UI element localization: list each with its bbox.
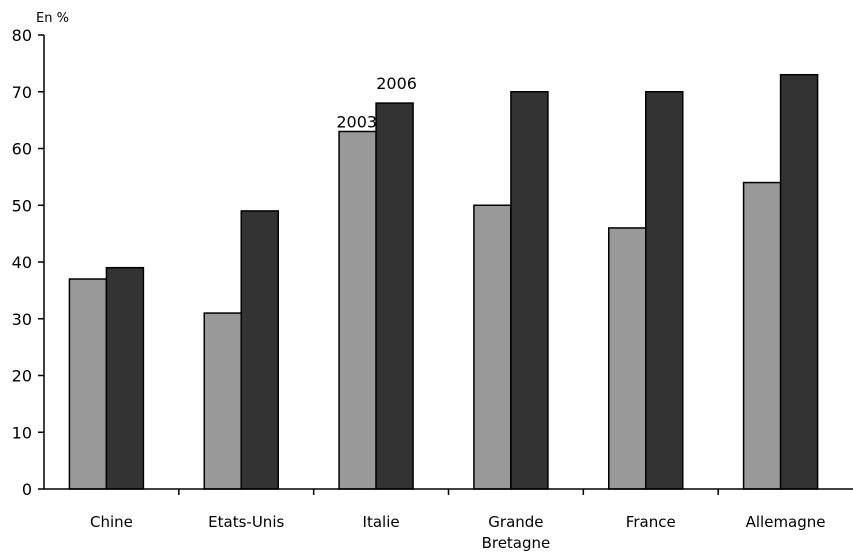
bar-2006-1 bbox=[240, 210, 279, 490]
x-category-label: Allemagne bbox=[746, 513, 826, 531]
bar-2006-2 bbox=[375, 102, 414, 490]
x-axis: Chine Etats-Unis Italie Grande Bretagne Franc… bbox=[44, 488, 853, 552]
y-tick-label: 60 bbox=[12, 140, 32, 159]
x-category-label: Etats-Unis bbox=[208, 513, 284, 531]
y-tick-label: 80 bbox=[12, 26, 32, 45]
x-category-label: Italie bbox=[363, 513, 400, 531]
bar-2003-4 bbox=[608, 227, 647, 490]
bar-2003-1 bbox=[203, 312, 242, 490]
bar-2006-4 bbox=[645, 91, 684, 490]
bar-2003-0 bbox=[68, 278, 108, 490]
y-tick-label: 40 bbox=[12, 253, 32, 272]
bar-2003-2 bbox=[338, 130, 377, 490]
y-tick-label: 10 bbox=[12, 423, 32, 442]
y-tick-label: 20 bbox=[12, 367, 32, 386]
bar-2006-0 bbox=[105, 266, 145, 490]
y-tick-label: 50 bbox=[12, 196, 32, 215]
y-tick-label: 0 bbox=[22, 480, 32, 499]
bar-2003-5 bbox=[742, 181, 782, 490]
series-label-2006: 2006 bbox=[376, 74, 417, 93]
y-tick-label: 70 bbox=[12, 83, 32, 102]
series-label-2003: 2003 bbox=[336, 112, 377, 131]
bar-2003-3 bbox=[473, 204, 512, 490]
bars bbox=[68, 73, 819, 490]
x-category-label: Grande bbox=[488, 513, 543, 531]
series-labels: 2003 2006 bbox=[336, 74, 417, 131]
y-unit-label: En % bbox=[36, 11, 69, 26]
y-tick-label: 30 bbox=[12, 310, 32, 329]
x-category-label: Chine bbox=[90, 513, 133, 531]
bar-2006-3 bbox=[510, 91, 549, 490]
y-axis: 0 10 20 30 40 50 60 70 80 bbox=[12, 26, 45, 499]
x-category-label: France bbox=[626, 513, 676, 531]
bar-2006-5 bbox=[779, 73, 819, 490]
x-category-label: Bretagne bbox=[482, 534, 551, 552]
